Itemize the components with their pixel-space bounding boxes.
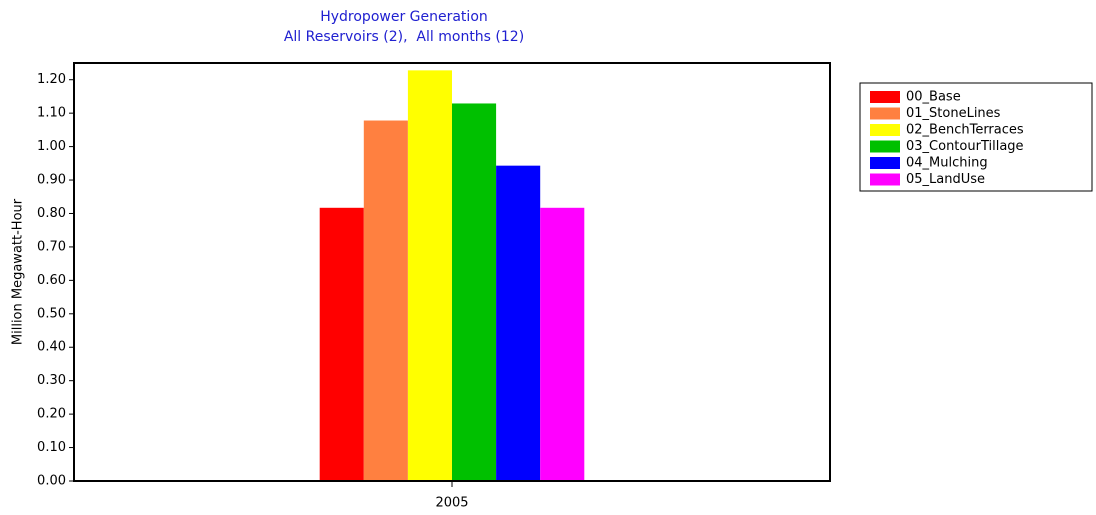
y-tick-label: 0.80 xyxy=(37,206,66,221)
legend-swatch xyxy=(870,140,900,153)
y-tick-label: 0.00 xyxy=(37,474,66,489)
y-tick-label: 0.10 xyxy=(37,440,66,455)
legend-label: 02_BenchTerraces xyxy=(906,123,1024,138)
y-tick-label: 1.00 xyxy=(37,139,66,154)
x-tick-label: 2005 xyxy=(435,496,468,511)
legend-label: 00_Base xyxy=(906,90,961,105)
legend-swatch xyxy=(870,107,900,120)
chart-title: Hydropower Generation xyxy=(320,9,488,25)
y-tick-label: 1.10 xyxy=(37,106,66,121)
legend-label: 04_Mulching xyxy=(906,156,988,171)
bar xyxy=(540,207,585,481)
y-tick-label: 0.40 xyxy=(37,340,66,355)
y-axis-label: Million Megawatt-Hour xyxy=(11,198,26,345)
legend-swatch xyxy=(870,91,900,103)
y-tick-label: 0.50 xyxy=(37,306,66,321)
bar xyxy=(496,165,541,481)
legend-swatch xyxy=(870,173,900,186)
y-tick-label: 0.90 xyxy=(37,173,66,188)
legend-label: 03_ContourTillage xyxy=(906,139,1024,154)
chart-subtitle: All Reservoirs (2), All months (12) xyxy=(284,29,524,45)
legend-label: 05_LandUse xyxy=(906,172,985,187)
y-tick-label: 0.20 xyxy=(37,407,66,422)
bar xyxy=(452,103,497,481)
y-tick-label: 1.20 xyxy=(37,72,66,87)
legend-swatch xyxy=(870,124,900,136)
bar xyxy=(363,120,408,482)
y-tick-label: 0.30 xyxy=(37,373,66,388)
y-tick-label: 0.70 xyxy=(37,239,66,254)
bar xyxy=(407,70,452,481)
legend-label: 01_StoneLines xyxy=(906,106,1001,121)
legend-swatch xyxy=(870,157,900,169)
plot-frame xyxy=(73,62,831,482)
y-tick-label: 0.60 xyxy=(37,273,66,288)
bar xyxy=(319,207,364,481)
